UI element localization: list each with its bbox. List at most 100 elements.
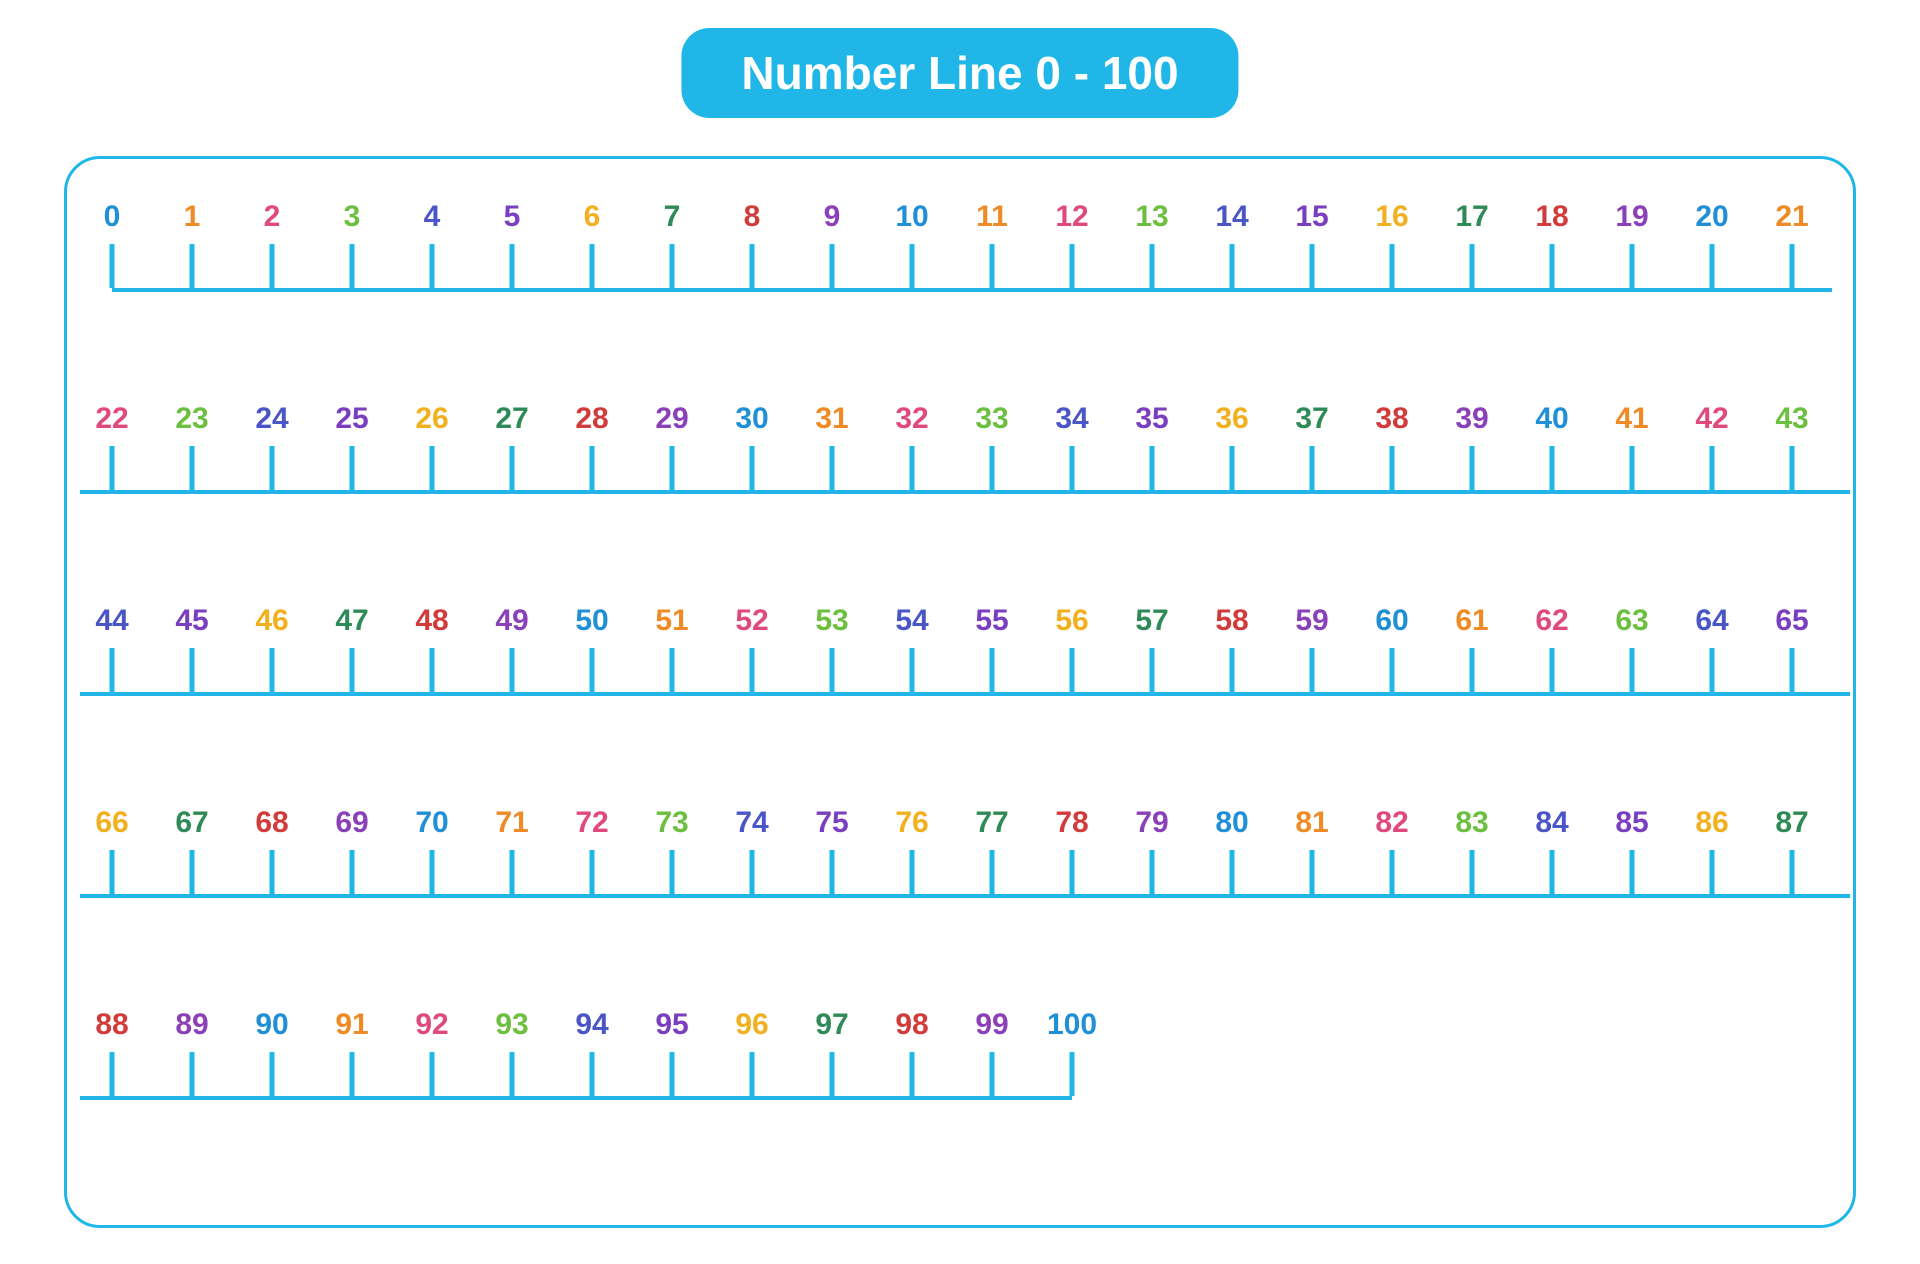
tick-label: 64 — [1695, 604, 1728, 638]
tick-label: 99 — [975, 1008, 1008, 1042]
tick-mark — [430, 850, 435, 894]
tick-mark — [270, 446, 275, 490]
tick-mark — [110, 850, 115, 894]
tick-label: 1 — [184, 200, 201, 234]
tick-label: 86 — [1695, 806, 1728, 840]
tick-label: 77 — [975, 806, 1008, 840]
tick-mark — [990, 850, 995, 894]
tick-label: 85 — [1615, 806, 1648, 840]
tick-label: 23 — [175, 402, 208, 436]
tick-label: 82 — [1375, 806, 1408, 840]
tick-label: 6 — [584, 200, 601, 234]
tick-mark — [1630, 446, 1635, 490]
tick-mark — [270, 850, 275, 894]
tick-label: 44 — [95, 604, 128, 638]
tick-mark — [510, 850, 515, 894]
tick-label: 10 — [895, 200, 928, 234]
tick-mark — [910, 850, 915, 894]
number-line-chart: Number Line 0 - 100 01234567891011121314… — [0, 0, 1920, 1264]
tick-mark — [1710, 850, 1715, 894]
tick-label: 28 — [575, 402, 608, 436]
tick-label: 18 — [1535, 200, 1568, 234]
tick-label: 73 — [655, 806, 688, 840]
tick-label: 74 — [735, 806, 768, 840]
tick-label: 94 — [575, 1008, 608, 1042]
tick-mark — [1310, 244, 1315, 288]
tick-label: 91 — [335, 1008, 368, 1042]
tick-mark — [350, 446, 355, 490]
tick-label: 52 — [735, 604, 768, 638]
tick-label: 48 — [415, 604, 448, 638]
tick-mark — [1550, 244, 1555, 288]
tick-label: 50 — [575, 604, 608, 638]
tick-mark — [1070, 244, 1075, 288]
tick-label: 32 — [895, 402, 928, 436]
tick-mark — [910, 1052, 915, 1096]
tick-mark — [670, 446, 675, 490]
tick-mark — [1550, 446, 1555, 490]
tick-mark — [190, 244, 195, 288]
tick-mark — [1630, 850, 1635, 894]
tick-mark — [590, 648, 595, 692]
tick-mark — [1310, 850, 1315, 894]
tick-label: 31 — [815, 402, 848, 436]
tick-label: 9 — [824, 200, 841, 234]
tick-label: 30 — [735, 402, 768, 436]
tick-mark — [670, 648, 675, 692]
tick-label: 51 — [655, 604, 688, 638]
tick-mark — [1470, 648, 1475, 692]
tick-mark — [110, 648, 115, 692]
number-line-row: 888990919293949596979899100 — [0, 1008, 1920, 1104]
tick-mark — [990, 244, 995, 288]
tick-label: 25 — [335, 402, 368, 436]
tick-mark — [270, 648, 275, 692]
tick-mark — [1150, 648, 1155, 692]
tick-mark — [910, 648, 915, 692]
tick-label: 14 — [1215, 200, 1248, 234]
tick-label: 42 — [1695, 402, 1728, 436]
tick-label: 93 — [495, 1008, 528, 1042]
number-line-row: 6667686970717273747576777879808182838485… — [0, 806, 1920, 902]
tick-label: 60 — [1375, 604, 1408, 638]
tick-mark — [270, 1052, 275, 1096]
tick-mark — [110, 446, 115, 490]
tick-label: 90 — [255, 1008, 288, 1042]
tick-label: 16 — [1375, 200, 1408, 234]
tick-label: 61 — [1455, 604, 1488, 638]
tick-label: 55 — [975, 604, 1008, 638]
tick-label: 62 — [1535, 604, 1568, 638]
tick-mark — [430, 446, 435, 490]
tick-mark — [590, 244, 595, 288]
tick-mark — [510, 244, 515, 288]
tick-label: 58 — [1215, 604, 1248, 638]
tick-mark — [590, 1052, 595, 1096]
tick-label: 84 — [1535, 806, 1568, 840]
tick-mark — [430, 244, 435, 288]
tick-label: 59 — [1295, 604, 1328, 638]
tick-mark — [590, 446, 595, 490]
tick-label: 54 — [895, 604, 928, 638]
tick-mark — [1070, 1052, 1075, 1096]
tick-mark — [670, 1052, 675, 1096]
tick-label: 95 — [655, 1008, 688, 1042]
tick-mark — [1390, 648, 1395, 692]
tick-label: 39 — [1455, 402, 1488, 436]
tick-label: 53 — [815, 604, 848, 638]
tick-mark — [830, 850, 835, 894]
tick-label: 92 — [415, 1008, 448, 1042]
tick-label: 29 — [655, 402, 688, 436]
baseline — [80, 1096, 1072, 1100]
tick-mark — [1550, 648, 1555, 692]
tick-mark — [1790, 850, 1795, 894]
tick-mark — [750, 850, 755, 894]
tick-label: 46 — [255, 604, 288, 638]
tick-label: 75 — [815, 806, 848, 840]
tick-mark — [1790, 244, 1795, 288]
tick-label: 47 — [335, 604, 368, 638]
tick-mark — [1470, 244, 1475, 288]
tick-label: 98 — [895, 1008, 928, 1042]
tick-label: 67 — [175, 806, 208, 840]
tick-label: 37 — [1295, 402, 1328, 436]
tick-label: 12 — [1055, 200, 1088, 234]
tick-label: 36 — [1215, 402, 1248, 436]
